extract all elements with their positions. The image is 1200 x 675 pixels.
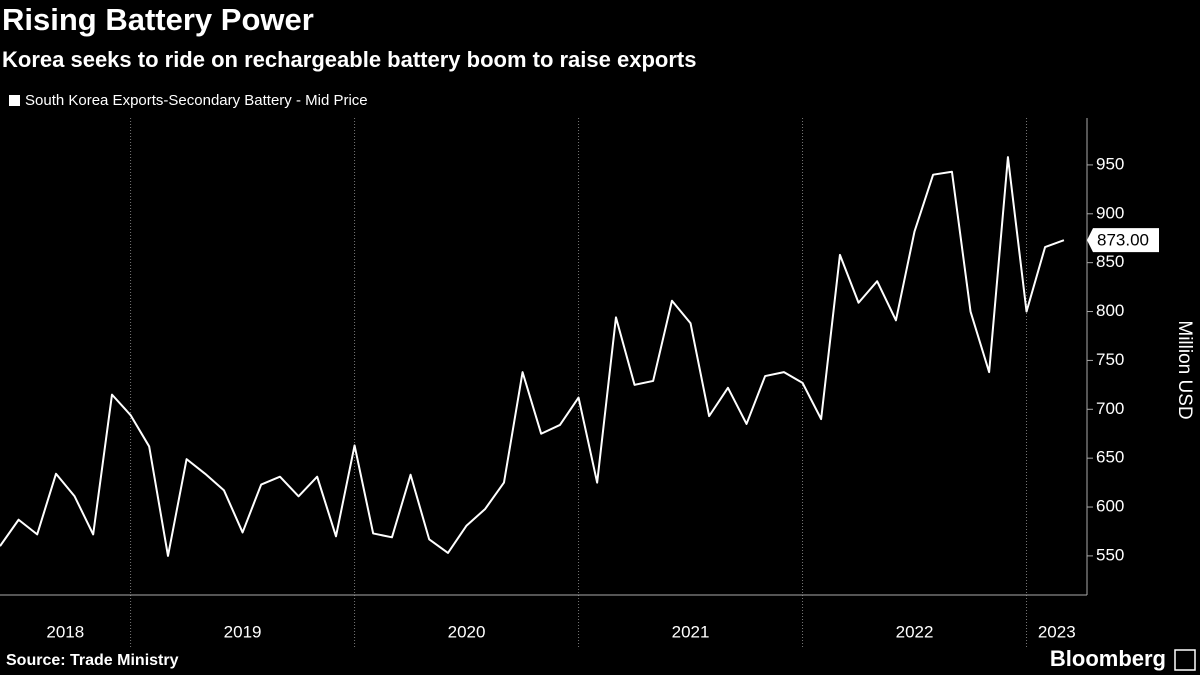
y-axis-label: Million USD xyxy=(1174,320,1195,419)
x-tick-label: 2021 xyxy=(672,622,710,641)
x-tick-label: 2019 xyxy=(224,622,262,641)
x-tick-label: 2020 xyxy=(448,622,486,641)
y-tick-label: 900 xyxy=(1096,203,1124,222)
y-tick-label: 950 xyxy=(1096,154,1124,173)
y-tick-label: 750 xyxy=(1096,350,1124,369)
series-line xyxy=(0,156,1065,557)
x-tick-label: 2023 xyxy=(1038,622,1076,641)
y-tick-label: 600 xyxy=(1096,497,1124,516)
brand: Bloomberg xyxy=(1050,646,1166,671)
y-tick-label: 700 xyxy=(1096,399,1124,418)
x-tick-label: 2018 xyxy=(46,622,84,641)
y-tick-label: 650 xyxy=(1096,448,1124,467)
legend-swatch xyxy=(9,95,20,106)
brand-icon xyxy=(1174,649,1196,671)
legend-label: South Korea Exports-Secondary Battery - … xyxy=(25,92,368,109)
y-tick-label: 850 xyxy=(1096,252,1124,271)
value-label: 873.00 xyxy=(1097,231,1149,250)
chart-title: Rising Battery Power xyxy=(2,2,314,37)
y-tick-label: 800 xyxy=(1096,301,1124,320)
chart-subtitle: Korea seeks to ride on rechargeable batt… xyxy=(2,47,696,72)
x-tick-label: 2022 xyxy=(896,622,934,641)
source: Source: Trade Ministry xyxy=(6,652,179,669)
y-tick-label: 550 xyxy=(1096,545,1124,564)
value-label-box xyxy=(1087,228,1159,253)
